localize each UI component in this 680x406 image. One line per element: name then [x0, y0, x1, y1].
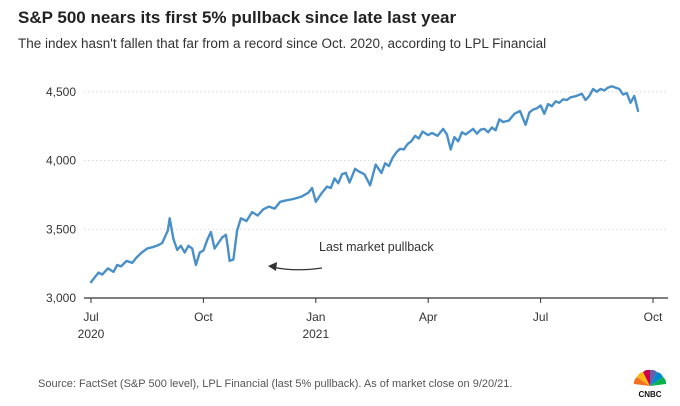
y-tick-label: 3,500	[46, 222, 76, 236]
x-tick-label: Jan	[306, 310, 325, 324]
x-tick-label: Jul	[83, 310, 98, 324]
sp500-line	[89, 85, 640, 284]
source-note: Source: FactSet (S&P 500 level), LPL Fin…	[38, 378, 513, 390]
pullback-annotation: Last market pullback	[268, 240, 434, 271]
grid-lines	[84, 91, 668, 299]
annotation-arrow	[271, 266, 323, 271]
x-tick-year-label: 2021	[302, 327, 329, 341]
peacock-icon	[633, 369, 667, 386]
y-tick-label: 3,000	[46, 291, 76, 305]
x-tick-label: Jul	[533, 310, 548, 324]
x-tick-label: Oct	[644, 310, 663, 324]
y-axis: 3,000 3,500 4,000 4,500	[46, 85, 76, 305]
chart-title: S&P 500 nears its first 5% pullback sinc…	[18, 8, 457, 27]
y-tick-label: 4,000	[46, 154, 76, 168]
chart-subtitle: The index hasn't fallen that far from a …	[18, 36, 547, 51]
annotation-arrowhead	[268, 262, 277, 271]
logo-text: CNBC	[638, 390, 661, 399]
y-tick-label: 4,500	[46, 85, 76, 99]
x-tick-label: Oct	[194, 310, 213, 324]
x-tick-label: Apr	[419, 310, 438, 324]
cnbc-logo: CNBC	[633, 369, 667, 399]
x-axis: Jul 2020 Oct Jan 2021 Apr Jul Oct	[78, 298, 663, 341]
x-tick-year-label: 2020	[78, 327, 105, 341]
annotation-text: Last market pullback	[319, 240, 434, 254]
